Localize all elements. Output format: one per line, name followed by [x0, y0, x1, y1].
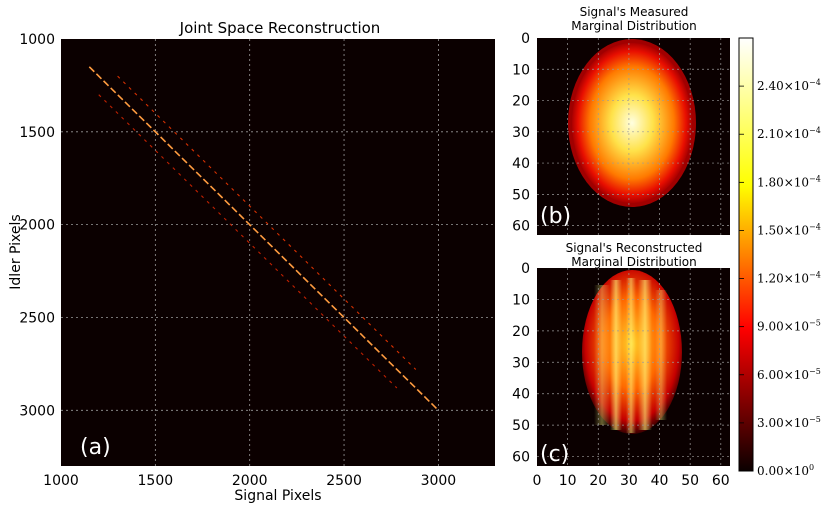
colorbar-tick-label: 0.00×100: [757, 463, 814, 478]
panel-c-xtick-label: 10: [559, 473, 577, 489]
panel-a-ytick-label: 2500: [19, 310, 55, 326]
panel-c-xtick-label: 50: [681, 473, 699, 489]
panel-b-ytick-label: 60: [512, 219, 530, 235]
panel-c-title-line1: Signal's Reconstructed: [566, 241, 703, 255]
colorbar-gradient: [738, 37, 754, 472]
panel-c-ytick-label: 40: [512, 387, 530, 403]
panel-c-ytick-label: 50: [512, 418, 530, 434]
colorbar-ticks: 0.00×100 3.00×10−5 6.00×10−5 9.00×10−5 1.20×…: [739, 78, 821, 478]
colorbar-tick-label: 1.50×10−4: [757, 222, 821, 237]
colorbar-tick-label: 1.80×10−4: [757, 174, 821, 189]
panel-c-xtick-label: 60: [712, 473, 730, 489]
panel-c: Signal's Reconstructed Marginal Distribu…: [512, 241, 730, 489]
panel-b-ytick-label: 30: [512, 125, 530, 141]
colorbar-tick-label: 9.00×10−5: [757, 319, 821, 334]
panel-b-ticks: 0 10 20 30 40 50 60: [512, 31, 530, 235]
panel-a-ridge-2: [117, 75, 417, 370]
colorbar-tick-label: 2.10×10−4: [757, 126, 821, 141]
panel-c-tag: (c): [540, 442, 569, 467]
panel-a-title: Joint Space Reconstruction: [179, 19, 381, 37]
colorbar: 0.00×100 3.00×10−5 6.00×10−5 9.00×10−5 1.20×…: [738, 37, 821, 478]
panel-c-xtick-label: 30: [620, 473, 638, 489]
colorbar-tick-label: 3.00×10−5: [757, 415, 821, 430]
panel-a-ylabel: Idler Pixels: [8, 214, 24, 289]
panel-a-xtick-label: 3000: [421, 473, 457, 489]
panel-a-ridges: [88, 66, 439, 411]
panel-b-image: [568, 39, 696, 207]
panel-b-title-line1: Signal's Measured: [580, 5, 689, 19]
panel-c-image: [582, 270, 682, 434]
panel-b-ytick-label: 40: [512, 156, 530, 172]
panel-c-title-line2: Marginal Distribution: [571, 255, 697, 269]
panel-a-ytick-label: 2000: [19, 218, 55, 234]
panel-a-grid: [61, 39, 495, 466]
panel-a-xtick-label: 1000: [43, 473, 79, 489]
panel-b: Signal's Measured Marginal Distribution …: [512, 5, 730, 235]
panel-a-ytick-label: 1000: [19, 32, 55, 48]
colorbar-tick-label: 1.20×10−4: [757, 271, 821, 286]
panel-c-ytick-label: 0: [521, 261, 530, 277]
panel-c-xtick-label: 40: [651, 473, 669, 489]
panel-a-xlabel: Signal Pixels: [234, 488, 321, 504]
panel-a-xtick-label: 2000: [232, 473, 268, 489]
panel-a-ridge-1: [88, 66, 439, 411]
panel-c-ytick-label: 20: [512, 324, 530, 340]
panel-b-tag: (b): [540, 204, 571, 229]
panel-a-xtick-label: 2500: [326, 473, 362, 489]
panel-a-ytick-label: 1500: [19, 125, 55, 141]
panel-b-grid: [537, 38, 730, 235]
colorbar-tick-label: 2.40×10−4: [757, 78, 821, 93]
panel-c-xtick-label: 0: [533, 473, 542, 489]
panel-a-xtick-label: 1500: [138, 473, 174, 489]
panel-a-ridge-3: [98, 94, 398, 389]
panel-b-ytick-label: 10: [512, 62, 530, 78]
panel-c-ytick-label: 30: [512, 355, 530, 371]
panel-b-ytick-label: 50: [512, 187, 530, 203]
panel-b-ytick-label: 20: [512, 94, 530, 110]
panel-b-title-line2: Marginal Distribution: [571, 19, 697, 33]
panel-c-ytick-label: 60: [512, 450, 530, 466]
panel-c-grid: [537, 268, 730, 466]
panel-a-ticks: 1000 1500 2000 2500 3000 1000 1500 2000 2500 3000: [19, 32, 456, 489]
panel-a: Joint Space Reconstruction 1000 1500 2000 2…: [8, 19, 495, 504]
panel-a-tag: (a): [80, 435, 111, 460]
panel-c-xtick-label: 20: [589, 473, 607, 489]
colorbar-tick-label: 6.00×10−5: [757, 367, 821, 382]
panel-c-ytick-label: 10: [512, 292, 530, 308]
panel-a-ytick-label: 3000: [19, 403, 55, 419]
panel-b-ytick-label: 0: [521, 31, 530, 47]
